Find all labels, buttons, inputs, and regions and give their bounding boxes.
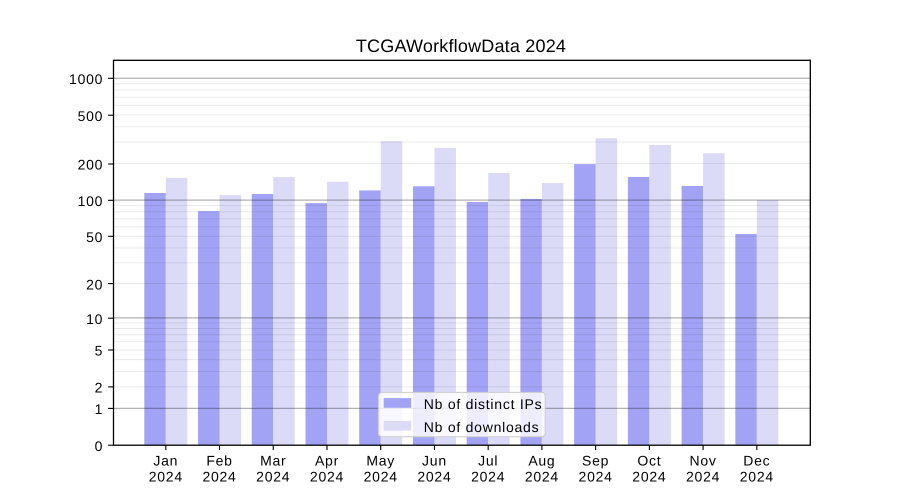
svg-text:Nb of distinct IPs: Nb of distinct IPs <box>424 396 543 412</box>
svg-text:Jun: Jun <box>422 453 447 469</box>
svg-text:10: 10 <box>86 311 103 327</box>
svg-text:2024: 2024 <box>471 469 505 485</box>
svg-text:Jul: Jul <box>478 453 498 469</box>
svg-text:2024: 2024 <box>632 469 666 485</box>
svg-text:0: 0 <box>95 438 104 454</box>
svg-text:2024: 2024 <box>740 469 774 485</box>
svg-text:2024: 2024 <box>525 469 559 485</box>
svg-text:50: 50 <box>86 229 103 245</box>
svg-text:1000: 1000 <box>69 71 103 87</box>
svg-text:2024: 2024 <box>202 469 236 485</box>
svg-text:2: 2 <box>95 380 104 396</box>
svg-text:May: May <box>366 453 395 469</box>
svg-text:Feb: Feb <box>206 453 232 469</box>
svg-text:2024: 2024 <box>149 469 183 485</box>
svg-text:Nov: Nov <box>690 453 717 469</box>
svg-text:Aug: Aug <box>528 453 555 469</box>
svg-text:Dec: Dec <box>743 453 770 469</box>
svg-text:20: 20 <box>86 276 103 292</box>
svg-text:Mar: Mar <box>260 453 286 469</box>
svg-text:200: 200 <box>78 157 104 173</box>
svg-text:1: 1 <box>95 401 104 417</box>
svg-text:TCGAWorkflowData 2024: TCGAWorkflowData 2024 <box>356 36 566 56</box>
svg-text:2024: 2024 <box>364 469 398 485</box>
svg-text:Jan: Jan <box>153 453 178 469</box>
svg-text:2024: 2024 <box>310 469 344 485</box>
svg-text:Apr: Apr <box>315 453 339 469</box>
svg-text:Oct: Oct <box>637 453 661 469</box>
svg-text:5: 5 <box>95 343 104 359</box>
svg-text:500: 500 <box>78 108 104 124</box>
svg-text:100: 100 <box>78 193 104 209</box>
svg-text:2024: 2024 <box>256 469 290 485</box>
svg-text:Nb of downloads: Nb of downloads <box>424 419 540 435</box>
svg-text:2024: 2024 <box>417 469 451 485</box>
svg-text:2024: 2024 <box>686 469 720 485</box>
svg-text:Sep: Sep <box>582 453 609 469</box>
svg-text:2024: 2024 <box>579 469 613 485</box>
